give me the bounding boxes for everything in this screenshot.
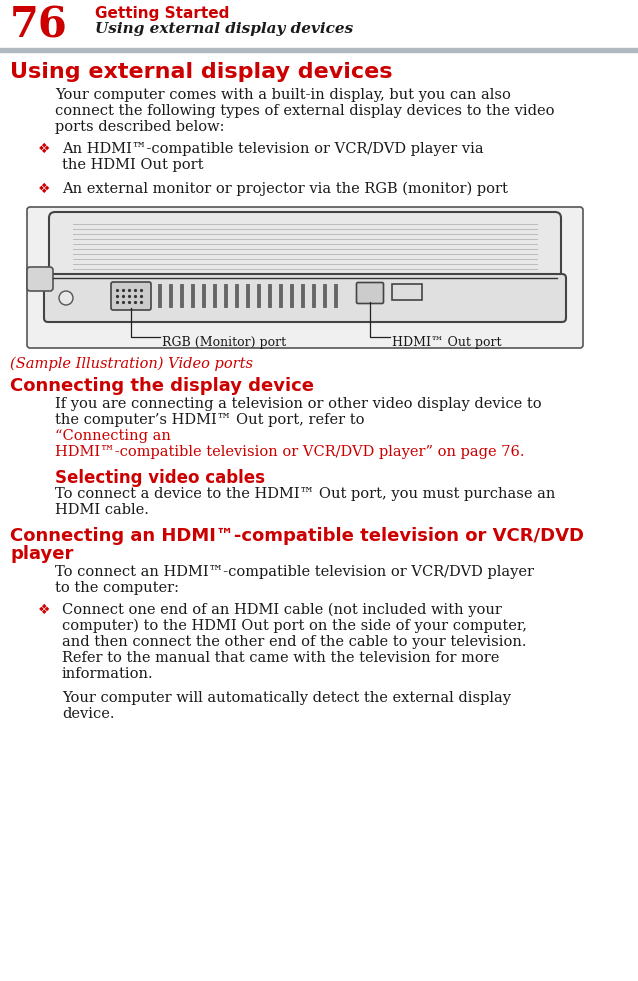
Text: ports described below:: ports described below: xyxy=(55,120,225,134)
Text: the HDMI Out port: the HDMI Out port xyxy=(62,158,204,172)
Text: An external monitor or projector via the RGB (monitor) port: An external monitor or projector via the… xyxy=(62,182,508,196)
Text: Selecting video cables: Selecting video cables xyxy=(55,469,265,487)
Text: Your computer will automatically detect the external display: Your computer will automatically detect … xyxy=(62,691,511,705)
Text: An HDMI™-compatible television or VCR/DVD player via: An HDMI™-compatible television or VCR/DV… xyxy=(62,142,484,156)
FancyBboxPatch shape xyxy=(27,267,53,291)
Text: HDMI™-compatible television or VCR/DVD player” on page 76.: HDMI™-compatible television or VCR/DVD p… xyxy=(55,445,524,459)
Text: “Connecting an: “Connecting an xyxy=(55,429,171,443)
FancyBboxPatch shape xyxy=(49,212,561,281)
Bar xyxy=(0,48,638,52)
Text: Connecting the display device: Connecting the display device xyxy=(10,377,314,395)
Text: Your computer comes with a built-in display, but you can also: Your computer comes with a built-in disp… xyxy=(55,88,511,102)
Text: 76: 76 xyxy=(10,4,68,46)
FancyBboxPatch shape xyxy=(357,283,383,303)
Text: (Sample Illustration) Video ports: (Sample Illustration) Video ports xyxy=(10,357,253,372)
Text: HDMI cable.: HDMI cable. xyxy=(55,503,149,517)
FancyBboxPatch shape xyxy=(27,207,583,348)
Text: Connect one end of an HDMI cable (not included with your: Connect one end of an HDMI cable (not in… xyxy=(62,603,502,617)
Text: device.: device. xyxy=(62,707,114,721)
Text: information.: information. xyxy=(62,667,154,681)
Text: player: player xyxy=(10,545,73,563)
Text: Refer to the manual that came with the television for more: Refer to the manual that came with the t… xyxy=(62,651,500,665)
Text: ❖: ❖ xyxy=(38,182,50,196)
Bar xyxy=(392,284,422,300)
Text: If you are connecting a television or other video display device to: If you are connecting a television or ot… xyxy=(55,397,542,411)
Circle shape xyxy=(59,291,73,305)
Text: ❖: ❖ xyxy=(38,142,50,156)
FancyBboxPatch shape xyxy=(44,274,566,322)
Text: and then connect the other end of the cable to your television.: and then connect the other end of the ca… xyxy=(62,635,526,649)
Text: to the computer:: to the computer: xyxy=(55,581,179,595)
Text: computer) to the HDMI Out port on the side of your computer,: computer) to the HDMI Out port on the si… xyxy=(62,619,527,634)
Text: the computer’s HDMI™ Out port, refer to: the computer’s HDMI™ Out port, refer to xyxy=(55,413,369,427)
FancyBboxPatch shape xyxy=(111,282,151,310)
Text: Using external display devices: Using external display devices xyxy=(10,62,392,82)
Text: connect the following types of external display devices to the video: connect the following types of external … xyxy=(55,104,554,118)
Text: Getting Started: Getting Started xyxy=(95,6,230,21)
Text: RGB (Monitor) port: RGB (Monitor) port xyxy=(162,336,286,349)
Text: To connect a device to the HDMI™ Out port, you must purchase an: To connect a device to the HDMI™ Out por… xyxy=(55,487,555,501)
Text: To connect an HDMI™-compatible television or VCR/DVD player: To connect an HDMI™-compatible televisio… xyxy=(55,565,534,579)
Text: Connecting an HDMI™-compatible television or VCR/DVD: Connecting an HDMI™-compatible televisio… xyxy=(10,527,584,545)
Text: ❖: ❖ xyxy=(38,603,50,617)
Text: Using external display devices: Using external display devices xyxy=(95,22,353,36)
Text: HDMI™ Out port: HDMI™ Out port xyxy=(392,336,501,349)
